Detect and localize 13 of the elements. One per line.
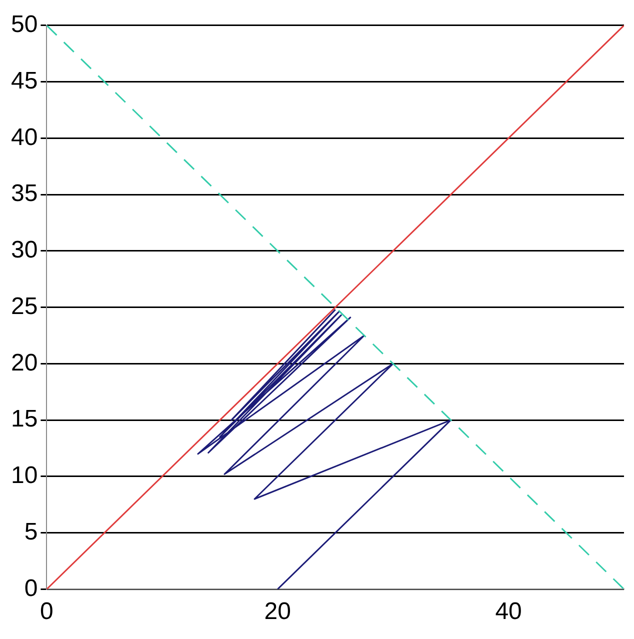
x-tick-label: 20 (264, 598, 291, 626)
y-tick-label: 45 (10, 67, 38, 94)
y-tick-label: 35 (10, 180, 38, 208)
y-tick-label: 20 (10, 349, 38, 376)
y-tick-label: 50 (10, 11, 38, 38)
y-tick-label: 30 (10, 236, 38, 264)
y-tick-label: 0 (24, 574, 38, 602)
y-tick-label: 40 (10, 124, 38, 151)
y-tick-label: 5 (24, 518, 38, 546)
y-tick-label: 10 (10, 462, 38, 490)
x-tick-label: 40 (495, 598, 522, 626)
y-tick-label: 25 (10, 292, 38, 320)
y-tick-label: 15 (10, 406, 38, 433)
